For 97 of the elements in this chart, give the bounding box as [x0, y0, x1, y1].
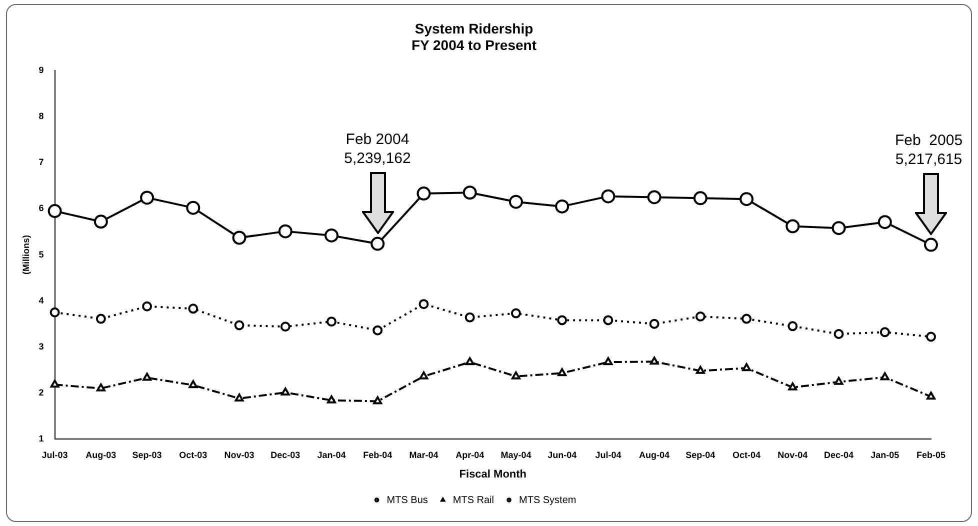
point	[462, 186, 477, 200]
point	[788, 321, 798, 332]
y-tick-label: 8	[38, 111, 44, 122]
point	[693, 191, 708, 206]
point	[832, 221, 846, 236]
x-tick-label: Nov-04	[778, 450, 808, 460]
x-tick-label: Aug-04	[639, 450, 670, 460]
point	[324, 228, 338, 242]
x-tick-label: Oct-03	[179, 450, 208, 460]
point	[880, 327, 890, 338]
point	[327, 395, 336, 404]
annotation: Feb 2005 5,217,615	[895, 130, 963, 169]
point	[142, 372, 152, 381]
x-tick-label: Jun-04	[548, 450, 577, 460]
y-tick-label: 6	[38, 203, 44, 214]
point	[280, 322, 290, 332]
legend-label: MTS Rail	[452, 494, 494, 506]
y-axis-title: (Millions)	[20, 235, 31, 275]
y-tick-label: 7	[38, 157, 44, 168]
point	[142, 301, 152, 312]
point	[742, 314, 752, 324]
x-tick-label: Jul-03	[42, 450, 68, 460]
x-tick-label: Sep-03	[132, 450, 162, 460]
point	[601, 189, 616, 204]
point	[186, 200, 200, 215]
point	[649, 318, 660, 329]
chart-title: System Ridership	[414, 20, 534, 36]
x-tick-label: Jan-04	[317, 450, 346, 460]
point	[50, 307, 60, 318]
point	[555, 199, 570, 214]
point	[742, 363, 751, 372]
annotation: Feb 2004 5,239,162	[344, 130, 411, 168]
point	[740, 192, 754, 206]
point	[604, 357, 613, 366]
x-tick-label: Dec-03	[270, 450, 300, 460]
point	[557, 315, 568, 326]
point	[370, 236, 385, 251]
point	[880, 372, 890, 380]
point	[326, 316, 336, 327]
point	[878, 215, 892, 230]
point	[924, 238, 938, 252]
x-tick-label: Dec-04	[824, 450, 854, 460]
x-tick-label: Mar-04	[409, 450, 438, 460]
y-tick-label: 9	[38, 65, 44, 76]
x-tick-label: Nov-03	[224, 450, 254, 460]
point	[94, 214, 108, 229]
point	[508, 194, 523, 209]
point	[834, 376, 844, 385]
x-tick-label: May-04	[500, 450, 532, 460]
point	[419, 371, 428, 380]
y-tick-label: 4	[38, 295, 44, 306]
point	[96, 383, 106, 392]
x-tick-label: Aug-03	[86, 450, 116, 460]
point	[188, 380, 198, 388]
point	[464, 312, 475, 322]
point	[558, 368, 567, 376]
point	[926, 392, 936, 400]
point	[278, 224, 292, 238]
point	[603, 315, 614, 326]
point	[232, 230, 246, 245]
point	[926, 332, 936, 342]
point	[234, 393, 244, 402]
x-tick-label: Feb-04	[363, 450, 392, 460]
point	[650, 356, 659, 365]
x-tick-label: Oct-04	[732, 450, 761, 460]
point	[786, 219, 800, 234]
x-tick-label: Jul-04	[595, 450, 622, 460]
x-tick-label: Sep-04	[686, 450, 716, 460]
x-tick-label: Apr-04	[456, 450, 484, 460]
chart-subtitle: FY 2004 to Present	[411, 37, 537, 54]
legend-label: MTS Bus	[386, 494, 428, 506]
point	[48, 204, 62, 218]
point	[280, 387, 290, 396]
point	[647, 190, 662, 204]
x-axis-title: Fiscal Month	[459, 468, 527, 480]
point	[188, 304, 198, 314]
point	[695, 312, 706, 322]
legend-label: MTS System	[519, 494, 576, 506]
y-tick-label: 3	[38, 341, 44, 352]
y-tick-label: 1	[38, 433, 44, 444]
point	[372, 325, 383, 336]
y-tick-label: 5	[38, 249, 44, 260]
point	[510, 308, 521, 318]
x-tick-label: Feb-05	[916, 450, 946, 460]
point	[96, 314, 106, 324]
point	[373, 396, 382, 404]
point	[234, 320, 244, 330]
point	[465, 357, 474, 366]
point	[418, 299, 429, 310]
point	[696, 366, 705, 374]
y-tick-label: 2	[38, 387, 44, 398]
point	[416, 186, 431, 201]
point	[140, 190, 154, 205]
x-tick-label: Jan-05	[870, 450, 900, 460]
point	[788, 382, 798, 390]
point	[834, 329, 844, 340]
point	[511, 371, 520, 380]
